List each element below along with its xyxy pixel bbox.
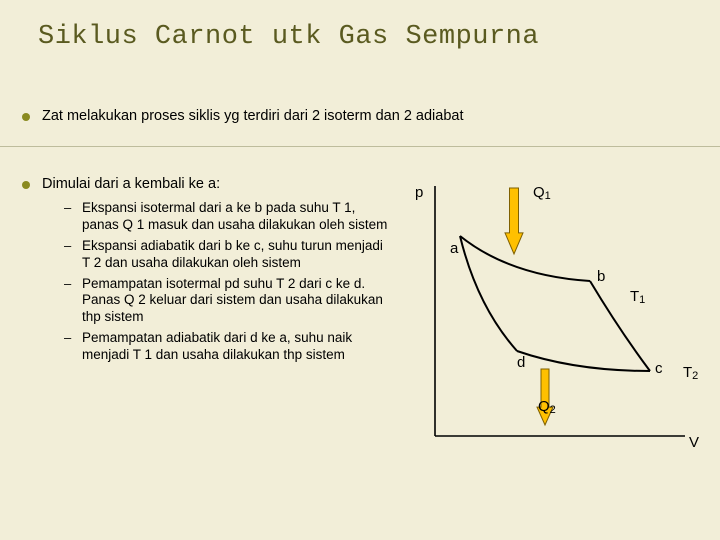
point-label-c: c [655,360,663,377]
bullet-item-2: Dimulai dari a kembali ke a: – Ekspansi … [22,176,392,368]
axis-label-v: V [689,434,699,451]
t2-label: T2 [683,364,698,382]
point-label-b: b [597,268,605,285]
q2-label: Q2 [538,398,556,416]
axis-label-p: p [415,184,423,201]
subitem-3: – Pemampatan isotermal pd suhu T 2 dari … [42,276,392,327]
bullet-text-1: Zat melakukan proses siklis yg terdiri d… [42,108,464,124]
dash-icon: – [64,276,72,291]
subtext-2: Ekspansi adiabatik dari b ke c, suhu tur… [82,238,392,272]
bullet-text-2: Dimulai dari a kembali ke a: [42,176,392,192]
subtext-1: Ekspansi isotermal dari a ke b pada suhu… [82,200,392,234]
subtext-4: Pemampatan adiabatik dari d ke a, suhu n… [82,330,392,364]
page-title: Siklus Carnot utk Gas Sempurna [0,0,720,52]
bullet-item-1: Zat melakukan proses siklis yg terdiri d… [22,108,682,124]
subitem-1: – Ekspansi isotermal dari a ke b pada su… [42,200,392,234]
q1-label: Q1 [533,184,551,202]
subitem-4: – Pemampatan adiabatik dari d ke a, suhu… [42,330,392,364]
dash-icon: – [64,238,72,253]
subitem-2: – Ekspansi adiabatik dari b ke c, suhu t… [42,238,392,272]
divider [0,146,720,147]
bullet-dot-icon [22,181,30,189]
point-label-d: d [517,354,525,371]
sublist: – Ekspansi isotermal dari a ke b pada su… [42,200,392,364]
t1-label: T1 [630,288,645,306]
dash-icon: – [64,200,72,215]
bullet-dot-icon [22,113,30,121]
point-label-a: a [450,240,458,257]
dash-icon: – [64,330,72,345]
subtext-3: Pemampatan isotermal pd suhu T 2 dari c … [82,276,392,327]
carnot-pv-chart: p V a b c d Q1 Q2 T1 T2 [405,176,705,456]
